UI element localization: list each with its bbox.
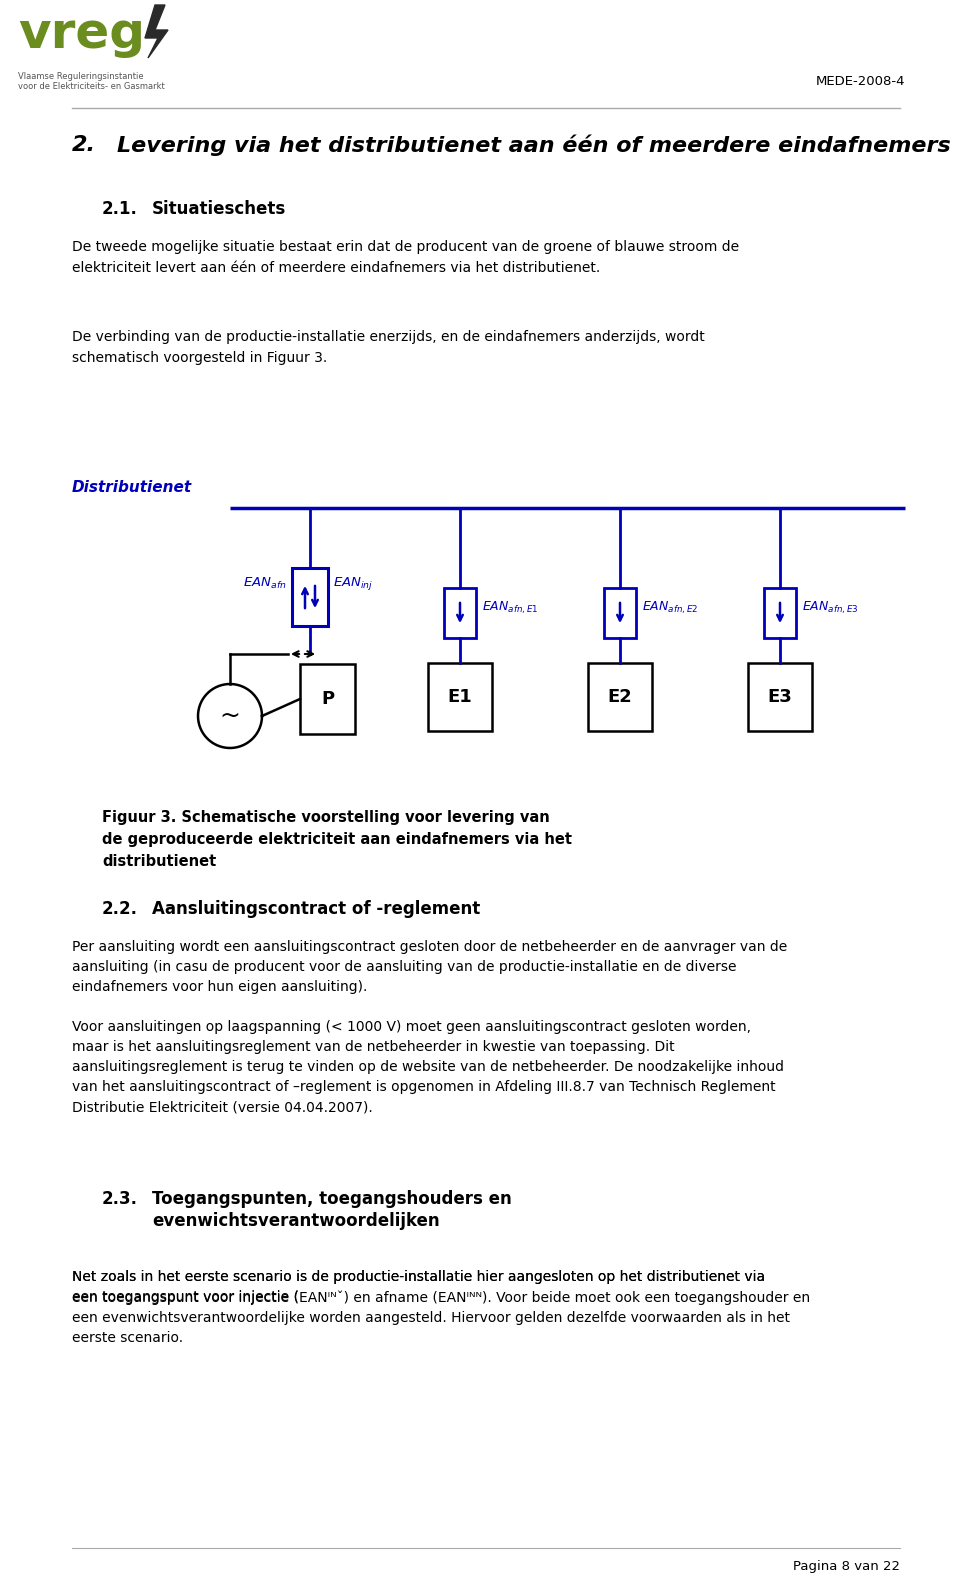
Text: $EAN_{afn,E1}$: $EAN_{afn,E1}$ bbox=[482, 600, 539, 617]
Text: ~: ~ bbox=[220, 704, 240, 728]
Text: vreg: vreg bbox=[18, 9, 145, 59]
Text: Per aansluiting wordt een aansluitingscontract gesloten door de netbeheerder en : Per aansluiting wordt een aansluitingsco… bbox=[72, 940, 787, 993]
Text: Net zoals in het eerste scenario is de productie-installatie hier aangesloten op: Net zoals in het eerste scenario is de p… bbox=[72, 1270, 810, 1345]
Text: 2.1.: 2.1. bbox=[102, 199, 138, 218]
Bar bbox=[588, 663, 652, 731]
Bar bbox=[444, 589, 476, 638]
Text: MEDE-2008-4: MEDE-2008-4 bbox=[815, 74, 905, 89]
Text: Net zoals in het eerste scenario is de productie-installatie hier aangesloten op: Net zoals in het eerste scenario is de p… bbox=[72, 1270, 765, 1304]
Text: Figuur 3. Schematische voorstelling voor levering van
de geproduceerde elektrici: Figuur 3. Schematische voorstelling voor… bbox=[102, 810, 572, 870]
Bar bbox=[748, 663, 812, 731]
Text: voor de Elektriciteits- en Gasmarkt: voor de Elektriciteits- en Gasmarkt bbox=[18, 82, 165, 92]
Bar bbox=[428, 663, 492, 731]
Text: Situatieschets: Situatieschets bbox=[152, 199, 286, 218]
Text: E1: E1 bbox=[447, 688, 472, 706]
Bar bbox=[300, 664, 355, 734]
Text: Distributienet: Distributienet bbox=[72, 479, 192, 495]
Bar bbox=[604, 589, 636, 638]
Text: E3: E3 bbox=[768, 688, 792, 706]
Text: Aansluitingscontract of -reglement: Aansluitingscontract of -reglement bbox=[152, 900, 480, 918]
Text: $EAN_{afn,E2}$: $EAN_{afn,E2}$ bbox=[642, 600, 699, 617]
Text: een toegangspunt voor injectie (: een toegangspunt voor injectie ( bbox=[72, 1288, 299, 1302]
Text: Vlaamse Reguleringsinstantie: Vlaamse Reguleringsinstantie bbox=[18, 73, 144, 81]
Polygon shape bbox=[145, 5, 168, 59]
Text: E2: E2 bbox=[608, 688, 633, 706]
Text: 2.: 2. bbox=[72, 134, 96, 155]
Text: Pagina 8 van 22: Pagina 8 van 22 bbox=[793, 1560, 900, 1573]
Text: De tweede mogelijke situatie bestaat erin dat de producent van de groene of blau: De tweede mogelijke situatie bestaat eri… bbox=[72, 240, 739, 275]
Text: 2.3.: 2.3. bbox=[102, 1190, 138, 1209]
Text: $EAN_{afn,E3}$: $EAN_{afn,E3}$ bbox=[802, 600, 858, 617]
Bar bbox=[764, 589, 796, 638]
Text: P: P bbox=[321, 690, 334, 709]
Text: $EAN_{inj}$: $EAN_{inj}$ bbox=[333, 574, 373, 592]
Bar bbox=[292, 568, 328, 626]
Text: 2.2.: 2.2. bbox=[102, 900, 138, 918]
Text: $EAN_{afn}$: $EAN_{afn}$ bbox=[244, 576, 287, 590]
Text: evenwichtsverantwoordelijken: evenwichtsverantwoordelijken bbox=[152, 1212, 440, 1229]
Text: Voor aansluitingen op laagspanning (< 1000 V) moet geen aansluitingscontract ges: Voor aansluitingen op laagspanning (< 10… bbox=[72, 1020, 784, 1114]
Text: De verbinding van de productie-installatie enerzijds, en de eindafnemers anderzi: De verbinding van de productie-installat… bbox=[72, 331, 705, 364]
Text: Levering via het distributienet aan één of meerdere eindafnemers: Levering via het distributienet aan één … bbox=[117, 134, 950, 157]
Text: Toegangspunten, toegangshouders en: Toegangspunten, toegangshouders en bbox=[152, 1190, 512, 1209]
